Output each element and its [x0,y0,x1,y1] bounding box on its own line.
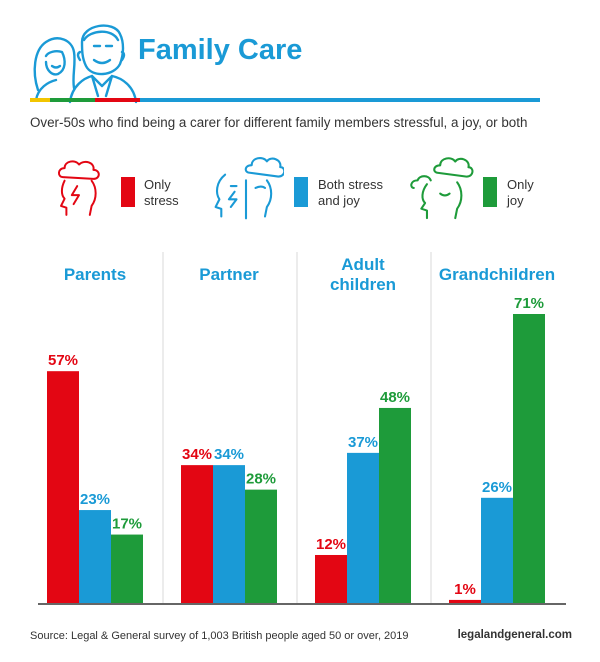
legend-label-only-joy-line2: joy [507,193,524,208]
rule-yellow [30,98,50,102]
value-label-partner-only-joy: 28% [246,471,276,488]
legend-label-only-stress-line1: Only [144,177,171,192]
legend-swatch-only-joy [483,177,497,207]
legend-label-only-stress: Only stress [144,177,179,209]
bar-adult-children-only-stress [315,554,347,604]
value-label-grandchildren-both-stress-and-joy: 26% [482,479,512,496]
category-label-partner-line1: Partner [199,265,259,284]
category-label-parents-line1: Parents [63,265,127,284]
rule-blue [140,98,540,102]
value-label-adult-children-only-joy: 48% [380,389,410,406]
legend-label-both: Both stress and joy [318,177,383,209]
bar-parents-only-joy [111,534,143,604]
legend-label-only-joy: Only joy [507,177,534,209]
value-label-adult-children-both-stress-and-joy: 37% [348,434,378,451]
couple-icon [33,24,138,104]
bar-partner-both-stress-and-joy [213,465,245,604]
category-label-parents: Parents [30,265,160,285]
bar-grandchildren-only-joy [513,314,545,604]
bar-grandchildren-only-stress [449,599,481,604]
split-face-icon [214,157,284,220]
value-label-grandchildren-only-joy: 71% [514,295,544,312]
value-label-parents-only-stress: 57% [48,352,78,369]
value-label-grandchildren-only-stress: 1% [454,581,476,598]
legend-swatch-only-stress [121,177,135,207]
category-label-grandchildren-line1: Grandchildren [438,265,556,284]
category-label-adult-children: Adult children [298,255,428,295]
bar-adult-children-both-stress-and-joy [347,452,379,604]
bar-partner-only-stress [181,465,213,604]
source-note: Source: Legal & General survey of 1,003 … [30,630,409,642]
bar-parents-both-stress-and-joy [79,510,111,604]
bar-adult-children-only-joy [379,407,411,604]
page-title: Family Care [138,34,303,66]
value-label-partner-both-stress-and-joy: 34% [214,446,244,463]
category-label-adult-children-line1: Adult [341,255,385,274]
category-label-adult-children-line2: children [329,275,397,294]
site-link[interactable]: legalandgeneral.com [457,629,572,641]
bar-parents-only-stress [47,371,79,604]
value-label-partner-only-stress: 34% [182,446,212,463]
value-label-parents-both-stress-and-joy: 23% [80,491,110,508]
calm-head-icon [410,157,474,220]
legend-label-both-line2: and joy [318,193,360,208]
bar-partner-only-joy [245,489,277,604]
category-label-partner: Partner [164,265,294,285]
legend-label-only-stress-line2: stress [144,193,179,208]
value-label-adult-children-only-stress: 12% [316,536,346,553]
subtitle: Over-50s who find being a carer for diff… [30,115,528,130]
value-label-parents-only-joy: 17% [112,516,142,533]
category-label-grandchildren: Grandchildren [432,265,562,285]
rule-green [50,98,95,102]
bar-grandchildren-both-stress-and-joy [481,497,513,604]
legend-label-both-line1: Both stress [318,177,384,192]
rule-red [95,98,140,102]
legend-label-only-joy-line1: Only [507,177,534,192]
legend-swatch-both [294,177,308,207]
stormy-head-icon [57,160,100,216]
